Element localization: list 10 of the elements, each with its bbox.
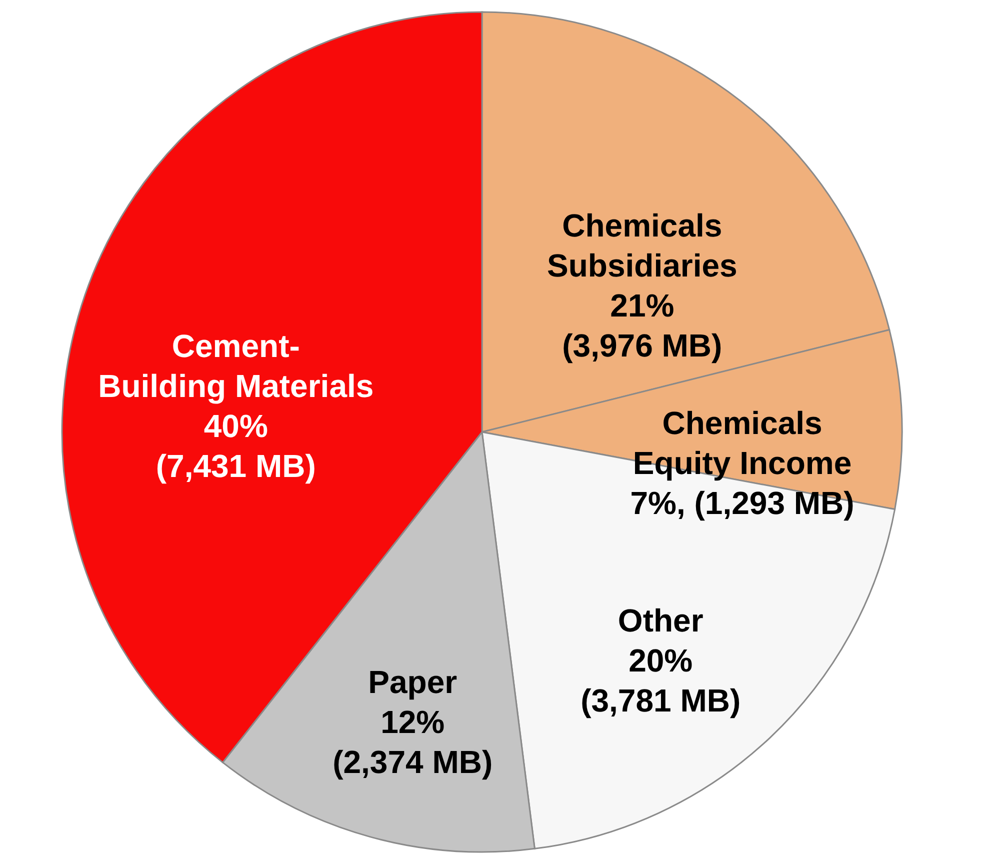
data-label: 20% (3,781 MB) — [580, 642, 741, 718]
data-label: 12% (2,374 MB) — [332, 704, 493, 780]
data-label: 40% (7,431 MB) — [156, 408, 316, 484]
data-label: 21% (3,976 MB) — [562, 288, 722, 364]
slice-label: Cement- Building Materials — [98, 328, 374, 404]
slice-label: Paper — [368, 664, 458, 700]
slice-label: Other — [618, 602, 704, 638]
data-label: 7%, (1,293 MB) — [630, 485, 854, 522]
slice-label: Chemicals Subsidiaries — [547, 208, 738, 284]
slice-label: Chemicals Equity Income — [632, 405, 852, 482]
